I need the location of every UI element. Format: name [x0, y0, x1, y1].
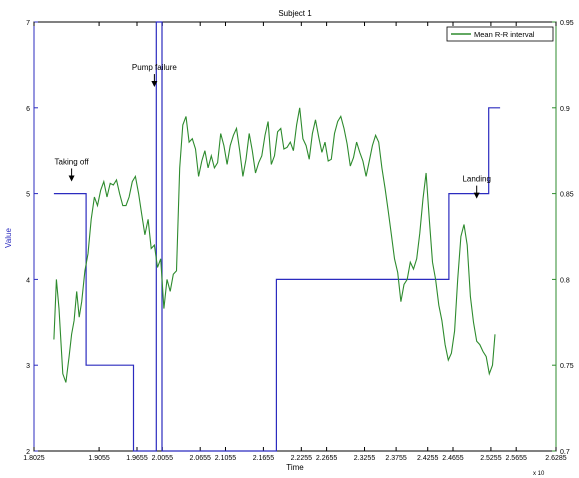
legend-box [446, 26, 554, 42]
x-tick-label: 2.5255 [480, 455, 502, 462]
legend: Mean R-R interval [446, 26, 554, 42]
x-tick-label: 2.5655 [505, 455, 527, 462]
left-y-axis: 2 3 4 5 6 7 [26, 20, 38, 456]
right-y-tick-label: 0.7 [560, 449, 570, 456]
right-y-tick-label: 0.8 [560, 277, 570, 284]
x-tick-label: 2.4255 [417, 455, 439, 462]
right-y-tick-label: 0.75 [560, 363, 574, 370]
right-y-tick-label: 0.9 [560, 106, 570, 113]
right-y-axis: 0.7 0.75 0.8 0.85 0.9 0.95 [552, 20, 574, 456]
right-y-tick-label: 0.95 [560, 20, 574, 27]
x-tick-label: 1.8025 [23, 455, 45, 462]
plot-area [33, 21, 557, 452]
annotation-arrow-head [151, 81, 158, 88]
left-y-tick-label: 7 [26, 20, 30, 27]
series-line-step [53, 21, 501, 452]
x-tick-label: 2.3255 [354, 455, 376, 462]
annotation-arrow-head [473, 192, 480, 199]
x-tick-label: 2.6285 [545, 455, 567, 462]
y-axis-label-left: Value [4, 228, 13, 248]
x-tick-label: 2.2255 [291, 455, 313, 462]
x-tick-label: 2.4655 [442, 455, 464, 462]
annotation-label: Landing [462, 175, 490, 184]
annotation-label: Taking off [55, 157, 90, 166]
left-y-tick-label: 6 [26, 106, 30, 113]
left-y-tick-label: 2 [26, 449, 30, 456]
x-tick-label: 2.3755 [385, 455, 407, 462]
annotations-group: Taking off Pump failure Landing [55, 63, 491, 199]
x-axis-label: Time [286, 463, 304, 472]
left-y-tick-label: 3 [26, 363, 30, 370]
annotation-arrow-head [68, 175, 75, 182]
series-group [53, 21, 501, 452]
x-tick-label: 1.9055 [88, 455, 110, 462]
x-tick-label: 2.0655 [189, 455, 211, 462]
annotation-label: Pump failure [132, 63, 177, 72]
left-y-tick-label: 4 [26, 277, 30, 284]
x-tick-label: 1.9655 [126, 455, 148, 462]
right-y-tick-label: 0.85 [560, 192, 574, 199]
chart-title: Subject 1 [278, 9, 312, 18]
left-y-tick-label: 5 [26, 192, 30, 199]
x-axis-exponent-label: x 10 [533, 471, 545, 477]
x-tick-label: 2.0055 [152, 455, 174, 462]
x-tick-label: 2.1655 [253, 455, 275, 462]
x-axis: 1.8025 1.9055 1.9655 2.0055 2.0655 2.1055 2.16… [23, 22, 567, 462]
legend-label: Mean R-R interval [474, 30, 535, 39]
x-tick-label: 2.2655 [316, 455, 338, 462]
x-tick-label: 2.1055 [215, 455, 237, 462]
series-line-mean-rr-interval [53, 107, 496, 383]
